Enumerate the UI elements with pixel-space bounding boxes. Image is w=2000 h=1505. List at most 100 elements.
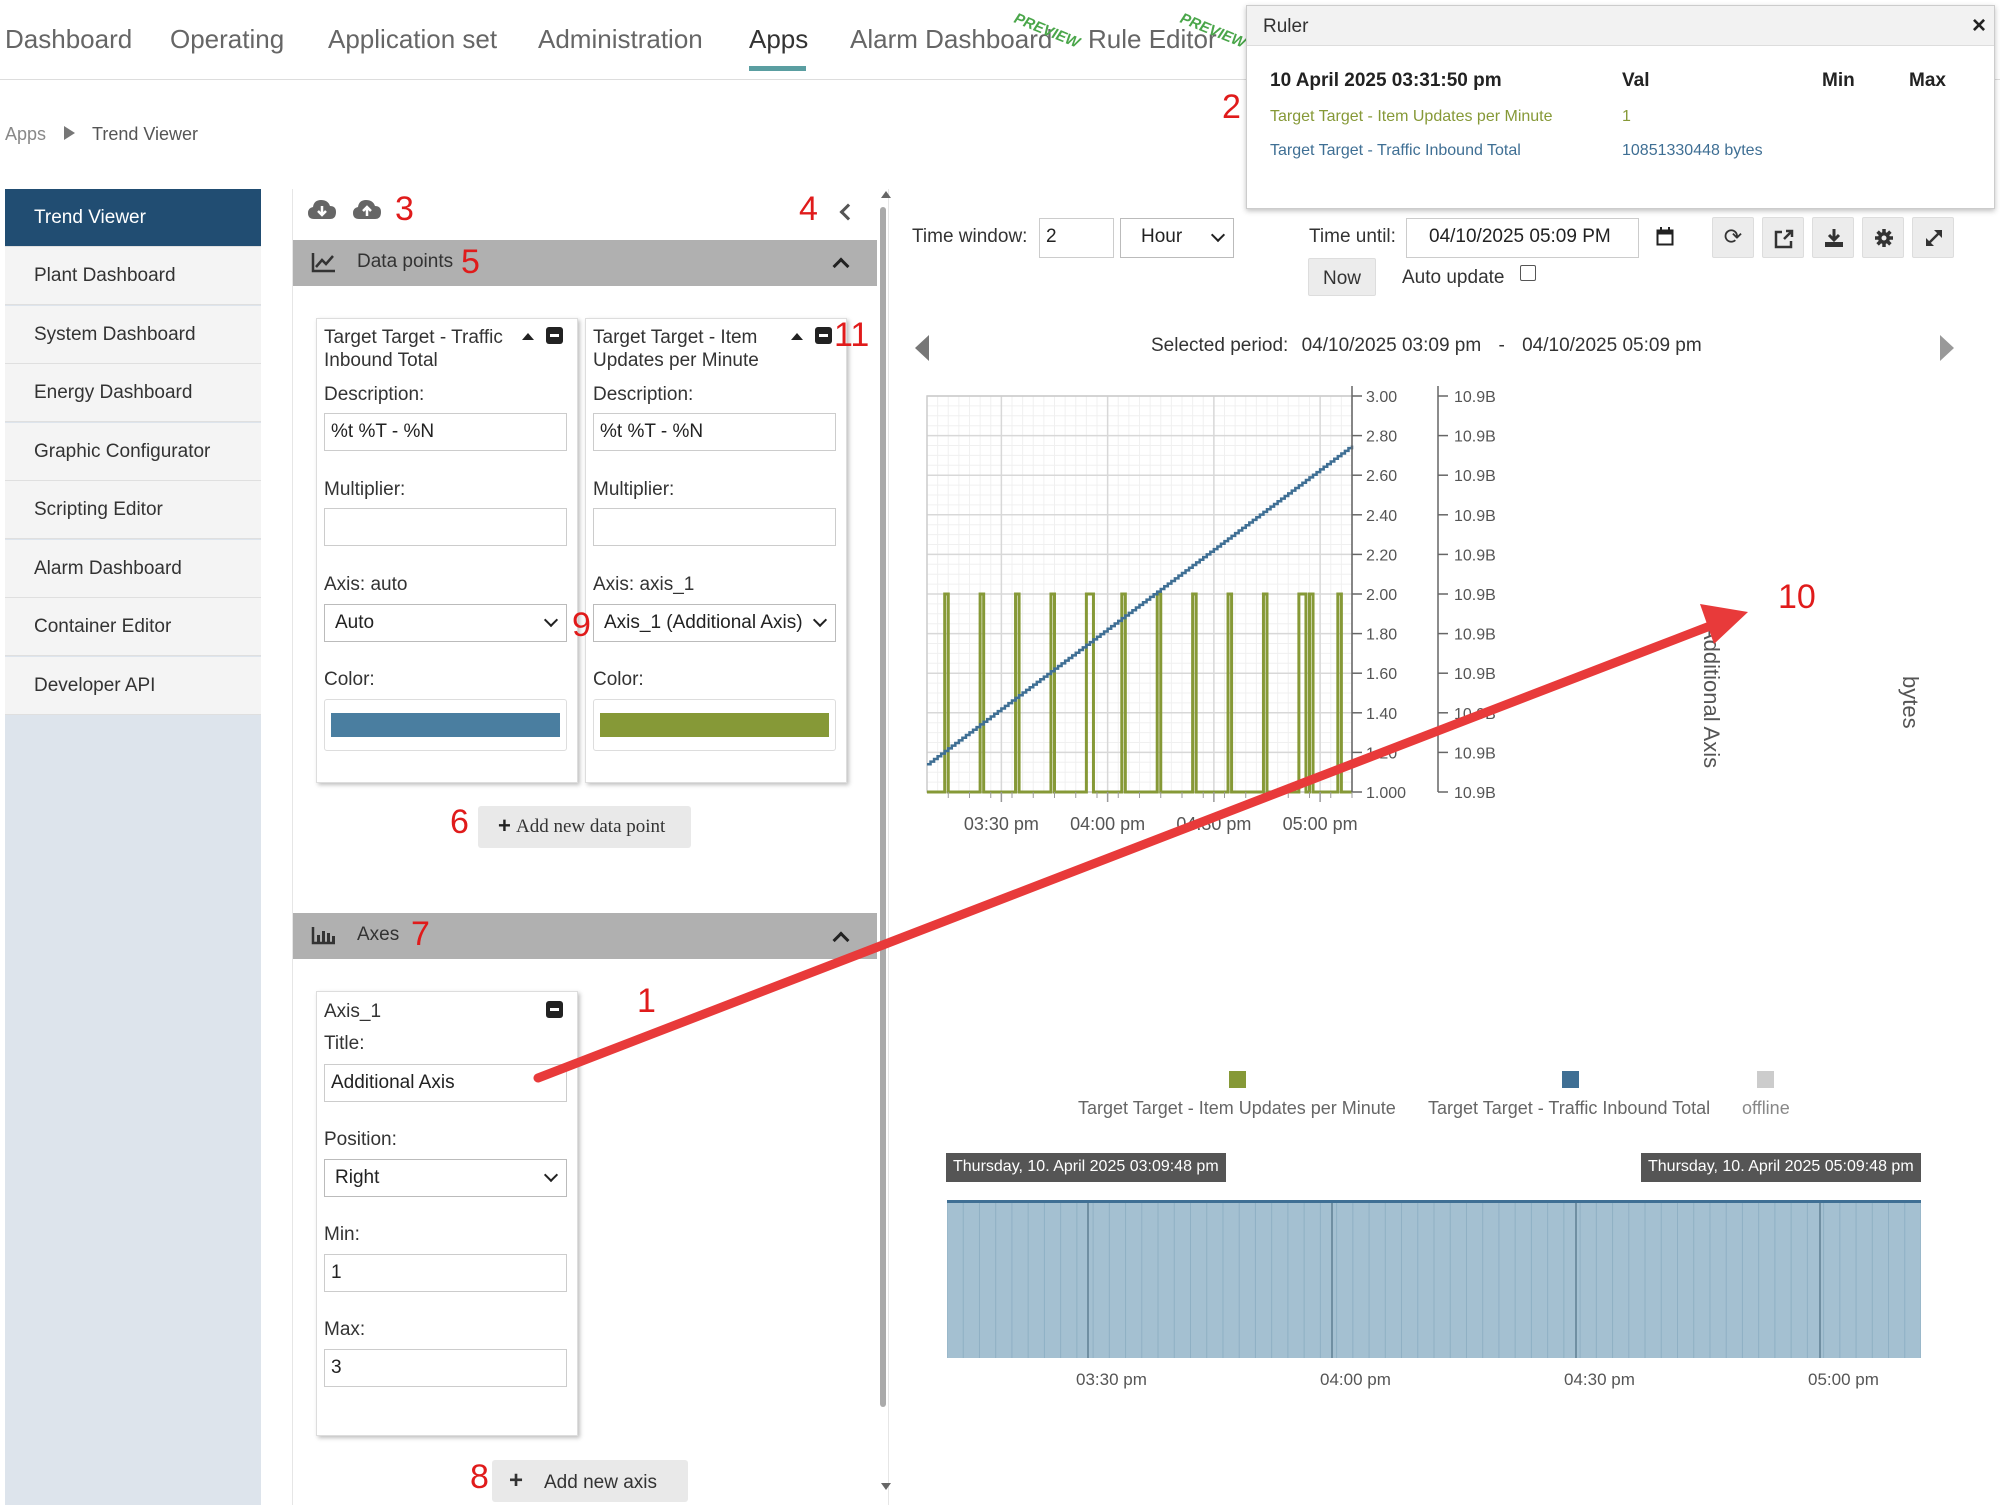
description-input[interactable]: %t %T - %N [593,413,836,451]
close-icon[interactable]: × [1972,12,1987,39]
axis-tick-label: 10.9B [1454,389,1496,406]
ruler-header: Ruler × [1247,6,1994,46]
axis-title-input[interactable]: Additional Axis [324,1064,567,1102]
remove-data-point-icon[interactable] [815,327,832,344]
axis-select[interactable]: Axis_1 (Additional Axis) [593,604,836,642]
auto-update-label: Auto update [1402,267,1505,288]
cloud-upload-icon[interactable] [352,197,382,221]
time-unit-select[interactable]: Hour [1120,218,1234,258]
cloud-download-icon[interactable] [307,197,337,221]
annotation-number: 1 [637,982,656,1020]
legend-label[interactable]: offline [1742,1098,1790,1118]
axis-tick-label: 10.9B [1454,587,1496,604]
previous-period-icon[interactable] [915,335,929,361]
axis-position-select[interactable]: Right [324,1159,567,1197]
ruler-row-name: Target Target - Item Updates per Minute [1270,108,1553,125]
time-window-input[interactable]: 2 [1039,218,1114,258]
next-period-icon[interactable] [1940,335,1954,361]
chevron-up-icon[interactable] [832,257,850,275]
nav-operating[interactable]: Operating [170,24,285,54]
axis-tick-label: 1.20 [1366,745,1397,762]
data-point-title: Target Target - Traffic [324,327,503,348]
nav-rule-editor[interactable]: Rule Editor [1088,24,1217,54]
auto-update-checkbox[interactable] [1520,265,1536,281]
ruler-popup: Ruler × 10 April 2025 03:31:50 pm Val Mi… [1246,5,1995,209]
sidebar-item-trend-viewer[interactable]: Trend Viewer [5,189,261,247]
now-button[interactable]: Now [1308,258,1376,296]
scroll-up-icon[interactable] [881,191,891,198]
legend-swatch [1229,1071,1246,1088]
sidebar-item-energy-dashboard[interactable]: Energy Dashboard [5,364,261,422]
nav-application-set[interactable]: Application set [328,24,498,54]
ruler-col-val: Val [1622,70,1650,91]
axis-position-value: Right [335,1167,380,1188]
breadcrumb-separator-icon [64,126,75,140]
data-points-title: Data points [357,251,454,272]
fullscreen-button[interactable] [1912,217,1954,258]
panel-scrollbar[interactable] [880,207,886,1407]
open-external-button[interactable] [1762,217,1804,258]
add-data-point-button[interactable]: + Add new data point [478,806,691,848]
axis-tick-label: 10.9B [1454,706,1496,723]
axis-min-input[interactable]: 1 [324,1254,567,1292]
x-tick-label: 03:30 pm [964,814,1039,834]
nav-administration[interactable]: Administration [538,24,703,54]
scroll-down-icon[interactable] [881,1483,891,1490]
remove-axis-icon[interactable] [546,1001,563,1018]
refresh-button[interactable]: ⟳ [1712,217,1754,258]
chevron-up-icon[interactable] [832,931,850,949]
color-label: Color: [593,669,644,690]
download-button[interactable] [1812,217,1854,258]
description-input[interactable]: %t %T - %N [324,413,567,451]
axis-tick-label: 10.9B [1454,627,1496,644]
axis-position-label: Position: [324,1129,397,1150]
selected-period-sep: - [1498,335,1505,356]
navigator-start-label: Thursday, 10. April 2025 03:09:48 pm [946,1153,1226,1182]
sidebar-item-container-editor[interactable]: Container Editor [5,598,261,656]
sidebar-item-scripting-editor[interactable]: Scripting Editor [5,481,261,539]
multiplier-label: Multiplier: [324,479,406,500]
sidebar-item-system-dashboard[interactable]: System Dashboard [5,306,261,364]
move-up-icon[interactable] [522,333,534,340]
axes-header[interactable]: Axes [293,913,877,959]
nav-alarm-dashboard[interactable]: Alarm Dashboard [850,24,1053,54]
annotation-number: 8 [470,1458,489,1496]
color-picker[interactable] [593,699,836,751]
sidebar-item-plant-dashboard[interactable]: Plant Dashboard [5,247,261,305]
data-point-title: Target Target - Item [593,327,758,348]
calendar-icon[interactable] [1656,227,1674,246]
remove-data-point-icon[interactable] [546,327,563,344]
breadcrumb-root[interactable]: Apps [5,124,47,144]
legend-label[interactable]: Target Target - Item Updates per Minute [1078,1098,1396,1118]
sidebar-item-graphic-configurator[interactable]: Graphic Configurator [5,423,261,481]
navigator-tick: 05:00 pm [1808,1370,1879,1389]
move-up-icon[interactable] [791,333,803,340]
axis-max-input[interactable]: 3 [324,1349,567,1387]
axis-tick-label: 10.9B [1454,745,1496,762]
top-navigation: Dashboard Operating Application set Admi… [0,0,2000,80]
axis-select[interactable]: Auto [324,604,567,642]
add-axis-button[interactable]: + Add new axis [492,1460,688,1502]
nav-apps[interactable]: Apps [749,24,809,54]
time-until-input[interactable]: 04/10/2025 05:09 PM [1406,218,1639,258]
sidebar-item-developer-api[interactable]: Developer API [5,657,261,715]
plus-icon: + [509,1467,524,1494]
download-icon [1825,229,1843,247]
legend-label[interactable]: Target Target - Traffic Inbound Total [1428,1098,1711,1118]
axis-tick-label: 1.000 [1366,785,1406,802]
data-points-header[interactable]: Data points [293,240,877,286]
trend-chart[interactable]: 3.00 2.80 2.60 2.40 2.20 2.00 1.80 1.60 1.40 1.20… [900,380,2000,1100]
nav-dashboard[interactable]: Dashboard [5,24,133,54]
sidebar-item-alarm-dashboard[interactable]: Alarm Dashboard [5,540,261,598]
settings-button[interactable] [1862,217,1904,258]
axis-tick-label: 1.40 [1366,706,1397,723]
axis-select-value: Axis_1 (Additional Axis) [604,612,803,633]
annotation-number: 10 [1778,578,1816,616]
multiplier-input[interactable] [593,508,836,546]
axis-tick-label: 10.9B [1454,429,1496,446]
expand-icon [1926,230,1942,246]
axis-max-label: Max: [324,1319,366,1340]
color-picker[interactable] [324,699,567,751]
data-point-card: Target Target - Traffic Inbound Total De… [316,318,578,783]
multiplier-input[interactable] [324,508,567,546]
